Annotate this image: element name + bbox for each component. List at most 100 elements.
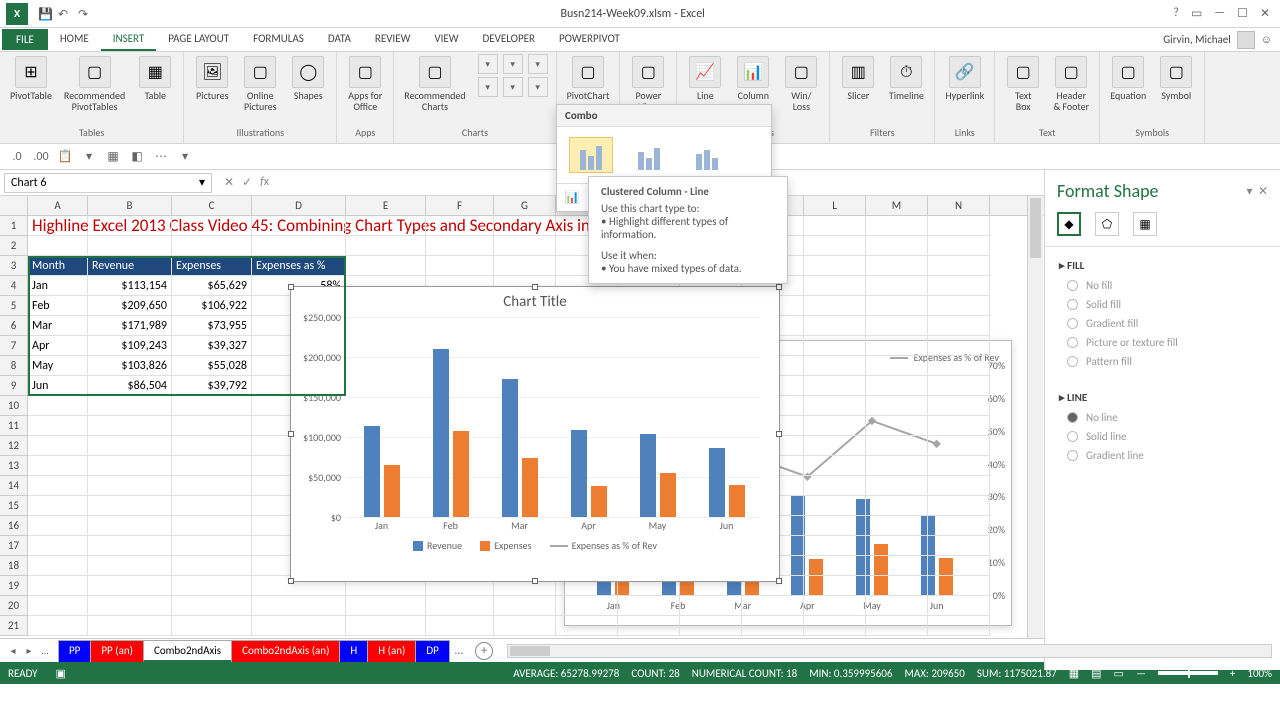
enter-icon[interactable]: ✓ — [242, 175, 252, 190]
cell-A20[interactable] — [28, 596, 88, 616]
cell-B15[interactable] — [88, 496, 172, 516]
sheet-tab-h-an-[interactable]: H (an) — [367, 640, 416, 662]
cell-M14[interactable] — [866, 476, 928, 496]
cell-A5[interactable]: Feb — [28, 296, 88, 316]
cell-L17[interactable] — [804, 536, 866, 556]
sheet-tab-pp[interactable]: PP — [58, 640, 91, 662]
cell-N12[interactable] — [928, 436, 990, 456]
cell-L14[interactable] — [804, 476, 866, 496]
cell-A8[interactable]: May — [28, 356, 88, 376]
row-header-20[interactable]: 20 — [0, 596, 28, 616]
ribbon-symbol[interactable]: ▢Symbol — [1154, 54, 1198, 103]
pane-effects-icon[interactable]: ⬠ — [1095, 212, 1119, 236]
fill-color-icon[interactable]: ◧ — [128, 148, 146, 166]
cell-G2[interactable] — [494, 236, 556, 256]
cell-M3[interactable] — [866, 256, 928, 276]
cell-B16[interactable] — [88, 516, 172, 536]
cell-L5[interactable] — [804, 296, 866, 316]
cell-A6[interactable]: Mar — [28, 316, 88, 336]
cell-D21[interactable] — [252, 616, 346, 636]
row-header-19[interactable]: 19 — [0, 576, 28, 596]
cell-M1[interactable] — [866, 216, 928, 236]
cell-M10[interactable] — [866, 396, 928, 416]
col-header-E[interactable]: E — [346, 196, 426, 215]
line-opt-gradient-line[interactable]: Gradient line — [1059, 446, 1266, 465]
cell-E1[interactable] — [346, 216, 426, 236]
fill-opt-gradient-fill[interactable]: Gradient fill — [1059, 314, 1266, 333]
row-header-16[interactable]: 16 — [0, 516, 28, 536]
horizontal-scrollbar[interactable] — [507, 644, 1272, 658]
cell-G20[interactable] — [494, 596, 556, 616]
cell-B10[interactable] — [88, 396, 172, 416]
cell-M7[interactable] — [866, 336, 928, 356]
cell-L1[interactable] — [804, 216, 866, 236]
cell-C16[interactable] — [172, 516, 252, 536]
sheet-nav-first-icon[interactable]: ◂ — [6, 644, 20, 658]
cell-C21[interactable] — [172, 616, 252, 636]
vertical-scrollbar[interactable] — [1027, 196, 1043, 638]
ribbon-text-box[interactable]: ▢TextBox — [1001, 54, 1045, 114]
cell-L2[interactable] — [804, 236, 866, 256]
col-header-C[interactable]: C — [172, 196, 252, 215]
cell-M5[interactable] — [866, 296, 928, 316]
ribbon-tab-developer[interactable]: DEVELOPER — [471, 28, 547, 51]
macro-record-icon[interactable]: ▣ — [56, 667, 66, 680]
ribbon-tab-page-layout[interactable]: PAGE LAYOUT — [156, 28, 241, 51]
help-icon[interactable]: ? — [1173, 6, 1179, 21]
minimize-icon[interactable]: — — [1214, 6, 1225, 21]
cell-C7[interactable]: $39,327 — [172, 336, 252, 356]
pane-fill-heading[interactable]: FILL — [1067, 259, 1084, 272]
ribbon-line[interactable]: 📈Line — [683, 54, 727, 103]
sheet-nav-more-icon[interactable]: … — [38, 644, 52, 658]
cell-B11[interactable] — [88, 416, 172, 436]
cell-G3[interactable] — [494, 256, 556, 276]
name-box[interactable]: Chart 6 ▾ — [4, 173, 212, 193]
customize-icon[interactable]: ▾ — [176, 148, 194, 166]
emoji-icon[interactable]: ☺ — [1261, 33, 1272, 46]
cell-N6[interactable] — [928, 316, 990, 336]
cell-A4[interactable]: Jan — [28, 276, 88, 296]
cell-C3[interactable]: Expenses — [172, 256, 252, 276]
ribbon-header-&-footer[interactable]: ▢Header& Footer — [1049, 54, 1093, 114]
cell-C10[interactable] — [172, 396, 252, 416]
chart-type-mini-5[interactable]: ▾ — [528, 77, 548, 97]
cell-A3[interactable]: Month — [28, 256, 88, 276]
cell-N11[interactable] — [928, 416, 990, 436]
cell-B12[interactable] — [88, 436, 172, 456]
cell-M2[interactable] — [866, 236, 928, 256]
ribbon-shapes[interactable]: ◯Shapes — [286, 54, 330, 103]
cell-L9[interactable] — [804, 376, 866, 396]
col-header-L[interactable]: L — [804, 196, 866, 215]
ribbon-tab-formulas[interactable]: FORMULAS — [241, 28, 316, 51]
cell-L11[interactable] — [804, 416, 866, 436]
cell-D3[interactable]: Expenses as % — [252, 256, 346, 276]
col-header-G[interactable]: G — [494, 196, 556, 215]
cell-M8[interactable] — [866, 356, 928, 376]
cell-A9[interactable]: Jun — [28, 376, 88, 396]
cell-I20[interactable] — [618, 596, 680, 616]
cell-N8[interactable] — [928, 356, 990, 376]
cell-A17[interactable] — [28, 536, 88, 556]
cell-C15[interactable] — [172, 496, 252, 516]
cancel-icon[interactable]: ✕ — [224, 175, 234, 190]
chart-type-mini-3[interactable]: ▾ — [478, 77, 498, 97]
cell-N10[interactable] — [928, 396, 990, 416]
fill-opt-pattern-fill[interactable]: Pattern fill — [1059, 352, 1266, 371]
line-opt-solid-line[interactable]: Solid line — [1059, 427, 1266, 446]
cell-B8[interactable]: $103,826 — [88, 356, 172, 376]
ribbon-table[interactable]: ▦Table — [133, 54, 177, 103]
cell-C20[interactable] — [172, 596, 252, 616]
cell-F1[interactable] — [426, 216, 494, 236]
cell-L3[interactable] — [804, 256, 866, 276]
row-header-13[interactable]: 13 — [0, 456, 28, 476]
cell-B13[interactable] — [88, 456, 172, 476]
cell-M21[interactable] — [866, 616, 928, 636]
row-header-10[interactable]: 10 — [0, 396, 28, 416]
row-header-21[interactable]: 21 — [0, 616, 28, 636]
cell-M15[interactable] — [866, 496, 928, 516]
cell-M12[interactable] — [866, 436, 928, 456]
row-header-17[interactable]: 17 — [0, 536, 28, 556]
fill-opt-picture-or-texture-fill[interactable]: Picture or texture fill — [1059, 333, 1266, 352]
cell-N15[interactable] — [928, 496, 990, 516]
borders-icon[interactable]: ▦ — [104, 148, 122, 166]
